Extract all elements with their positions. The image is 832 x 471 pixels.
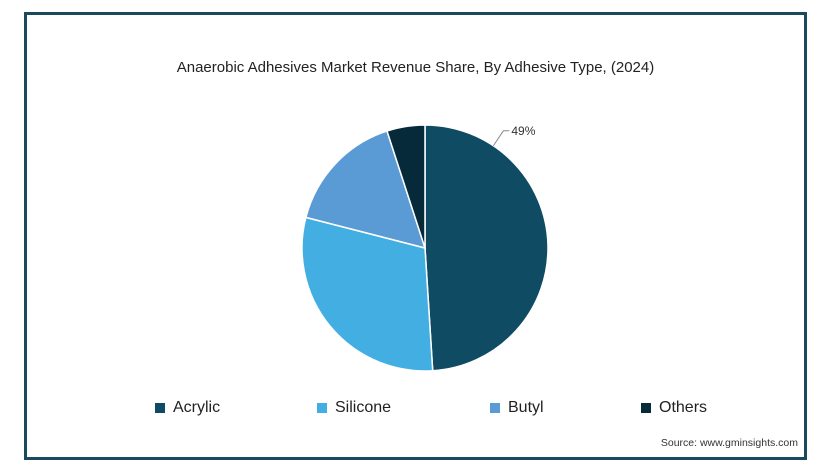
chart-title: Anaerobic Adhesives Market Revenue Share… — [176, 59, 655, 76]
legend-swatch-butyl — [490, 403, 500, 413]
legend-label-silicone: Silicone — [335, 399, 392, 416]
legend-swatch-acrylic — [155, 403, 165, 413]
legend-item-acrylic: Acrylic — [155, 399, 220, 417]
legend-label-acrylic: Acrylic — [173, 399, 221, 416]
legend-item-silicone: Silicone — [317, 399, 391, 417]
pie-slice-acrylic — [424, 124, 549, 372]
pie-chart: 49% — [301, 124, 549, 372]
pie-slice-silicone — [301, 216, 434, 372]
chart-frame: Anaerobic Adhesives Market Revenue Share… — [24, 12, 807, 460]
source-note: Source: www.gminsights.com — [660, 437, 798, 449]
legend-swatch-others — [641, 403, 651, 413]
legend-item-butyl: Butyl — [490, 399, 544, 417]
data-label-leader-acrylic — [492, 130, 510, 147]
data-label-acrylic: 49% — [511, 124, 535, 138]
legend-swatch-silicone — [317, 403, 327, 413]
pie-slice-others — [386, 124, 426, 249]
pie-slice-butyl — [304, 130, 427, 250]
legend-item-others: Others — [641, 399, 707, 417]
legend-label-others: Others — [659, 399, 708, 416]
legend-label-butyl: Butyl — [508, 399, 544, 416]
legend: Acrylic Silicone Butyl Others — [27, 399, 804, 423]
